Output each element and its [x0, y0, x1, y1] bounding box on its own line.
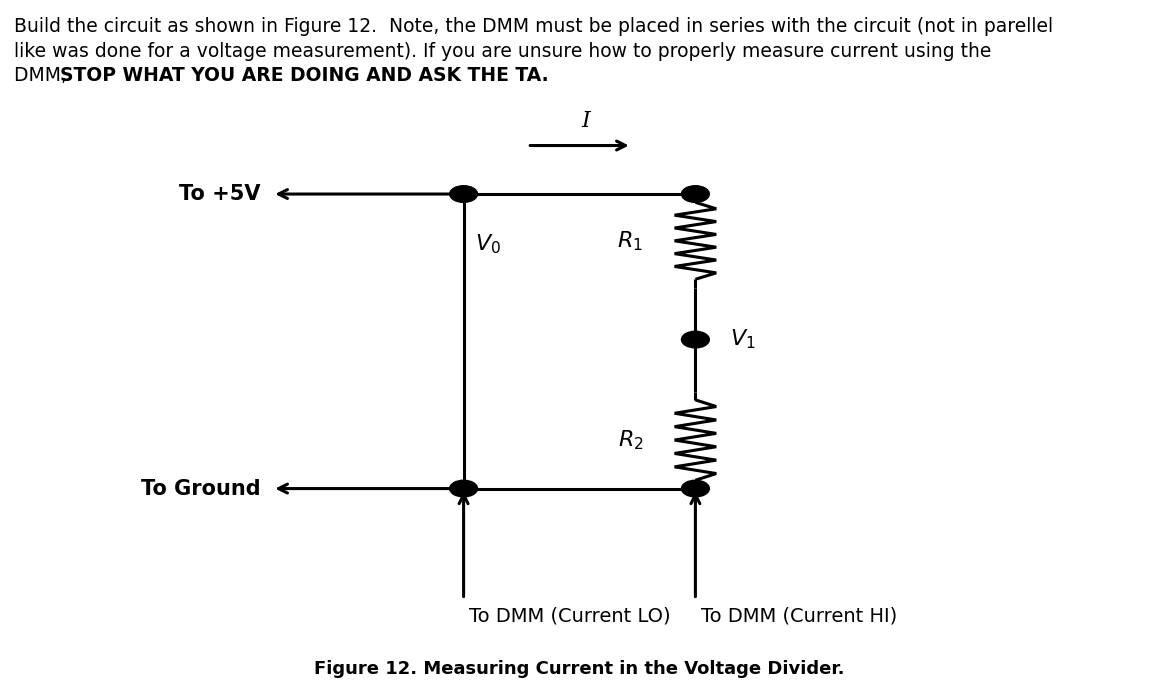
- Text: To +5V: To +5V: [180, 184, 261, 204]
- Circle shape: [450, 186, 478, 202]
- Circle shape: [681, 186, 709, 202]
- Circle shape: [450, 480, 478, 497]
- Text: To DMM (Current HI): To DMM (Current HI): [701, 606, 897, 625]
- Text: Figure 12. Measuring Current in the Voltage Divider.: Figure 12. Measuring Current in the Volt…: [314, 660, 845, 678]
- Text: $V_0$: $V_0$: [475, 232, 501, 256]
- Circle shape: [681, 331, 709, 348]
- Text: $R_1$: $R_1$: [618, 229, 643, 253]
- Text: Build the circuit as shown in Figure 12.  Note, the DMM must be placed in series: Build the circuit as shown in Figure 12.…: [14, 17, 1054, 36]
- Text: To DMM (Current LO): To DMM (Current LO): [469, 606, 671, 625]
- Text: like was done for a voltage measurement). If you are unsure how to properly meas: like was done for a voltage measurement)…: [14, 42, 991, 60]
- Text: DMM,: DMM,: [14, 66, 73, 85]
- Text: I: I: [581, 109, 590, 132]
- Text: To Ground: To Ground: [141, 479, 261, 498]
- Circle shape: [681, 480, 709, 497]
- Text: $R_2$: $R_2$: [618, 428, 643, 452]
- Text: $V_1$: $V_1$: [730, 328, 756, 351]
- Text: STOP WHAT YOU ARE DOING AND ASK THE TA.: STOP WHAT YOU ARE DOING AND ASK THE TA.: [60, 66, 549, 85]
